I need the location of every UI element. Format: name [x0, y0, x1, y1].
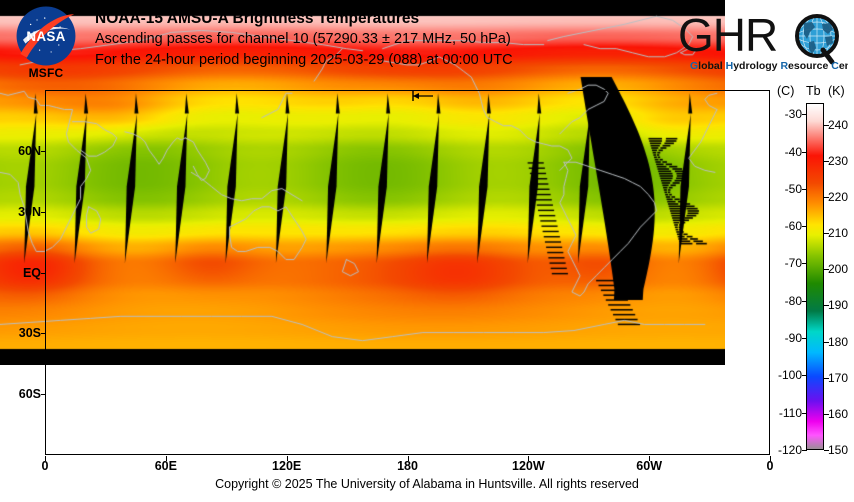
- colorbar-quantity: Tb: [806, 84, 821, 98]
- svg-text:Global Hydrology Resource Cent: Global Hydrology Resource Center: [690, 60, 848, 72]
- colorbar-tick-mark: [802, 300, 807, 302]
- svg-text:NASA: NASA: [26, 29, 65, 44]
- y-tick-mark: [41, 272, 46, 274]
- colorbar-celsius-tick: -100: [777, 368, 802, 383]
- colorbar-unit-kelvin: (K): [828, 84, 845, 98]
- colorbar-kelvin-tick: 220: [828, 189, 849, 204]
- nasa-logo: NASA: [16, 6, 76, 66]
- x-tick-60e: 60E: [154, 459, 177, 473]
- x-tick-0: 0: [41, 459, 49, 473]
- x-tick-120w: 120W: [512, 459, 545, 473]
- page-title: NOAA-15 AMSU-A Brightness Temperatures: [95, 10, 420, 27]
- colorbar-kelvin-tick: 200: [828, 262, 849, 277]
- colorbar-celsius-tick: -40: [784, 144, 802, 159]
- x-tick-mark: [407, 456, 409, 461]
- x-tick-mark: [165, 456, 167, 461]
- colorbar-tick-mark: [824, 413, 829, 415]
- colorbar-kelvin-ticks: 240 230 220 210 200 190 180 170 160 150: [824, 103, 854, 457]
- y-tick-eq: EQ: [22, 265, 41, 280]
- colorbar-celsius-tick: -70: [784, 256, 802, 271]
- colorbar-tick-mark: [802, 114, 807, 116]
- x-tick-mark: [45, 456, 46, 461]
- y-tick-mark: [41, 333, 46, 335]
- colorbar-celsius-tick: -90: [784, 331, 802, 346]
- y-tick-30n: 30N: [18, 204, 41, 219]
- colorbar-celsius-tick: -50: [784, 181, 802, 196]
- svg-text:GHR: GHR: [678, 9, 777, 61]
- colorbar-unit-celsius: (C): [777, 84, 795, 98]
- nasa-center-label: MSFC: [28, 66, 64, 80]
- colorbar-tick-mark: [824, 124, 829, 126]
- colorbar-tick-mark: [824, 450, 829, 451]
- colorbar-tick-mark: [824, 196, 829, 198]
- colorbar-tick-mark: [824, 341, 829, 343]
- x-axis-labels: 0 60E 120E 180 120W 60W 0: [0, 456, 854, 476]
- colorbar-celsius-ticks: -30 -40 -50 -60 -70 -80 -90 -100 -110 -120: [764, 103, 807, 457]
- x-tick-mark: [649, 456, 651, 461]
- colorbar-kelvin-tick: 240: [828, 117, 849, 132]
- y-tick-60s: 60S: [18, 387, 41, 402]
- colorbar-kelvin-tick: 230: [828, 153, 849, 168]
- colorbar-gradient: [806, 103, 824, 450]
- colorbar-tick-mark: [824, 269, 829, 271]
- x-tick-60w: 60W: [636, 459, 663, 473]
- subtitle-channel: Ascending passes for channel 10 (57290.3…: [95, 31, 511, 47]
- left-arrow-marker: [412, 91, 433, 101]
- colorbar-tick-mark: [802, 263, 807, 265]
- colorbar-tick-mark: [802, 450, 807, 451]
- x-tick-mark: [528, 456, 530, 461]
- y-tick-mark: [41, 150, 46, 152]
- y-tick-mark: [41, 394, 46, 396]
- y-tick-mark: [41, 211, 46, 213]
- colorbar-tick-mark: [824, 233, 829, 235]
- colorbar-celsius-tick: -120: [777, 443, 802, 457]
- colorbar-tick-mark: [802, 151, 807, 153]
- y-axis-labels: 60N 30N EQ 30S 60S: [0, 90, 46, 455]
- x-tick-180: 180: [397, 459, 418, 473]
- colorbar-celsius-tick: -60: [784, 219, 802, 234]
- colorbar-kelvin-tick: 180: [828, 334, 849, 349]
- colorbar-tick-mark: [824, 160, 829, 162]
- brightness-temperature-map: [0, 0, 725, 365]
- copyright-notice: Copyright © 2025 The University of Alaba…: [215, 477, 639, 491]
- colorbar-kelvin-tick: 160: [828, 406, 849, 421]
- title-block: NOAA-15 AMSU-A Brightness Temperatures A…: [95, 8, 655, 71]
- x-tick-mark: [770, 456, 771, 461]
- colorbar-kelvin-tick: 210: [828, 226, 849, 241]
- colorbar-tick-mark: [802, 338, 807, 340]
- colorbar-header: (C) Tb (K): [776, 84, 854, 100]
- y-tick-30s: 30S: [18, 326, 41, 341]
- colorbar-kelvin-tick: 150: [828, 443, 849, 457]
- colorbar-tick-mark: [802, 188, 807, 190]
- colorbar-celsius-tick: -110: [778, 405, 802, 420]
- colorbar-tick-mark: [824, 377, 829, 379]
- colorbar-celsius-tick: -80: [784, 293, 802, 308]
- x-tick-0: 0: [766, 459, 774, 473]
- colorbar-tick-mark: [802, 375, 807, 377]
- figure-header: NASA MSFC NOAA-15 AMSU-A Brightness Temp…: [0, 0, 854, 88]
- colorbar-tick-mark: [802, 226, 807, 228]
- x-tick-120e: 120E: [272, 459, 302, 473]
- colorbar-kelvin-tick: 170: [828, 370, 849, 385]
- colorbar-tick-mark: [802, 412, 807, 414]
- colorbar-tick-mark: [824, 305, 829, 307]
- y-tick-60n: 60N: [18, 143, 41, 158]
- x-tick-mark: [286, 456, 288, 461]
- ghrc-logo: GHR Global Hydrology Resource Center: [678, 9, 848, 72]
- colorbar-kelvin-tick: 190: [828, 298, 849, 313]
- subtitle-period: For the 24-hour period beginning 2025-03…: [95, 52, 513, 68]
- colorbar-celsius-tick: -30: [784, 107, 802, 122]
